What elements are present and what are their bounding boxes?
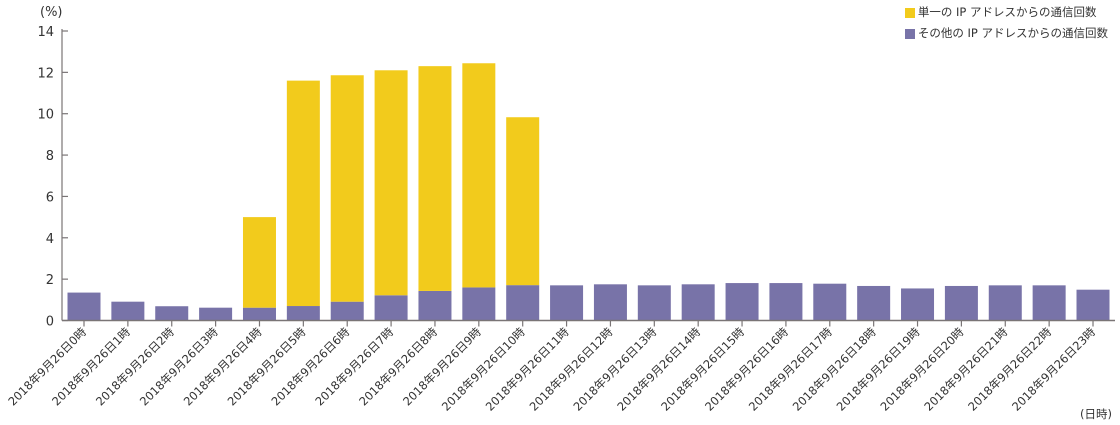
bar-other-ip <box>506 285 540 321</box>
x-tick-label: 2018年9月26日20時 <box>878 324 967 413</box>
x-axis-title: (日時) <box>1080 407 1112 421</box>
y-tick-label: 14 <box>37 25 54 40</box>
bar-other-ip <box>418 290 452 321</box>
bar-other-ip <box>462 287 496 321</box>
x-tick-label: 2018年9月26日13時 <box>570 324 659 413</box>
x-tick-label: 2018年9月26日6時 <box>269 324 353 408</box>
legend-swatch-single-ip <box>904 7 915 18</box>
x-tick-label: 2018年9月26日4時 <box>181 324 265 408</box>
bar-other-ip <box>67 292 101 321</box>
bar-other-ip <box>286 306 320 321</box>
y-axis-title: (%) <box>40 5 63 20</box>
x-tick-label: 2018年9月26日17時 <box>746 324 835 413</box>
y-tick-label: 8 <box>46 149 54 164</box>
bar-single-ip <box>374 70 408 296</box>
x-tick-label: 2018年9月26日19時 <box>834 324 923 413</box>
legend-item-single-ip: 単一の IP アドレスからの通信回数 <box>904 2 1108 23</box>
bar-other-ip <box>330 301 364 321</box>
bar-other-ip <box>550 285 584 321</box>
bar-single-ip <box>506 117 540 286</box>
x-tick-label: 2018年9月26日2時 <box>93 324 177 408</box>
x-tick-label: 2018年9月26日18時 <box>790 324 879 413</box>
bar-other-ip <box>901 288 935 321</box>
x-tick-label: 2018年9月26日3時 <box>137 324 221 408</box>
bar-other-ip <box>1076 289 1110 321</box>
y-tick-label: 12 <box>37 66 54 81</box>
bar-other-ip <box>813 283 847 321</box>
y-tick-label: 0 <box>46 315 54 330</box>
bar-other-ip <box>769 283 803 321</box>
x-tick-label: 2018年9月26日21時 <box>921 324 1010 413</box>
x-tick-label: 2018年9月26日8時 <box>356 324 440 408</box>
bar-other-ip <box>155 306 189 321</box>
bar-single-ip <box>242 217 276 308</box>
legend-item-other-ip: その他の IP アドレスからの通信回数 <box>904 23 1108 44</box>
bar-single-ip <box>462 63 496 288</box>
y-tick-label: 2 <box>46 273 54 288</box>
bar-other-ip <box>199 307 233 321</box>
bar-other-ip <box>681 284 715 321</box>
bar-single-ip <box>330 75 364 302</box>
bar-single-ip <box>286 80 320 307</box>
bar-other-ip <box>1032 285 1066 321</box>
legend-swatch-other-ip <box>904 28 915 39</box>
bar-other-ip <box>857 285 891 321</box>
x-tick-label: 2018年9月26日14時 <box>614 324 703 413</box>
legend-label-other-ip: その他の IP アドレスからの通信回数 <box>917 26 1108 40</box>
x-tick-label: 2018年9月26日7時 <box>312 324 396 408</box>
legend-label-single-ip: 単一の IP アドレスからの通信回数 <box>917 5 1097 19</box>
x-tick-label: 2018年9月26日22時 <box>965 324 1054 413</box>
bar-other-ip <box>593 284 627 321</box>
bar-other-ip <box>111 301 145 321</box>
x-tick-label: 2018年9月26日15時 <box>658 324 747 413</box>
x-tick-label: 2018年9月26日10時 <box>439 324 528 413</box>
bar-other-ip <box>944 285 978 321</box>
x-tick-label: 2018年9月26日16時 <box>702 324 791 413</box>
x-tick-label: 2018年9月26日5時 <box>225 324 309 408</box>
bar-other-ip <box>242 307 276 321</box>
y-tick-label: 6 <box>46 190 54 205</box>
bar-single-ip <box>418 66 452 291</box>
x-tick-label: 2018年9月26日1時 <box>49 324 133 408</box>
y-tick-label: 4 <box>46 232 54 247</box>
legend: 単一の IP アドレスからの通信回数 その他の IP アドレスからの通信回数 <box>904 2 1108 44</box>
x-tick-label: 2018年9月26日12時 <box>527 324 616 413</box>
x-tick-label: 2018年9月26日9時 <box>400 324 484 408</box>
x-tick-label: 2018年9月26日23時 <box>1009 324 1098 413</box>
y-tick-label: 10 <box>37 108 54 123</box>
bar-other-ip <box>725 283 759 321</box>
bar-other-ip <box>988 285 1022 321</box>
x-tick-label: 2018年9月26日11時 <box>483 324 572 413</box>
bar-other-ip <box>374 295 408 321</box>
x-tick-label: 2018年9月26日0時 <box>5 324 89 408</box>
bar-other-ip <box>637 285 671 321</box>
